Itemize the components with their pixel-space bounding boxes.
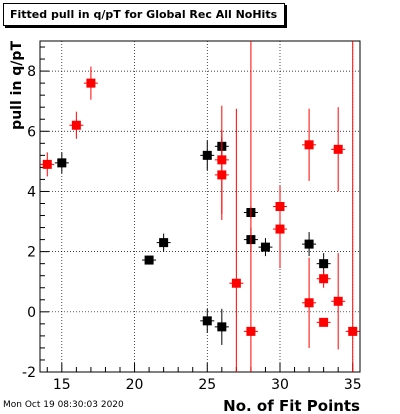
red-data-point bbox=[275, 224, 285, 234]
red-data-point bbox=[231, 278, 241, 288]
black-data-point bbox=[159, 238, 169, 248]
y-tick-label: 4 bbox=[27, 184, 36, 200]
chart-title: Fitted pull in q/pT for Global Rec All N… bbox=[3, 3, 285, 26]
x-tick-label: 30 bbox=[271, 377, 289, 393]
y-axis-label: pull in q/pT bbox=[9, 41, 25, 130]
black-data-point bbox=[260, 242, 270, 252]
black-data-point bbox=[57, 158, 67, 168]
black-data-point bbox=[202, 316, 212, 326]
red-data-point bbox=[217, 170, 227, 180]
red-data-point bbox=[319, 317, 329, 327]
y-tick-label: 0 bbox=[27, 305, 36, 321]
black-data-point bbox=[304, 239, 314, 249]
timestamp: Mon Oct 19 08:30:03 2020 bbox=[3, 400, 124, 410]
black-data-point bbox=[319, 259, 329, 269]
red-data-point bbox=[333, 144, 343, 154]
y-tick-label: 8 bbox=[27, 64, 36, 80]
red-data-point bbox=[319, 274, 329, 284]
red-data-point bbox=[333, 296, 343, 306]
x-tick-label: 25 bbox=[198, 377, 216, 393]
x-tick-label: 20 bbox=[126, 377, 144, 393]
y-tick-label: 2 bbox=[27, 245, 36, 261]
x-axis-label: No. of Fit Points bbox=[223, 397, 360, 414]
y-tick-label: -2 bbox=[22, 365, 36, 381]
black-data-point bbox=[202, 150, 212, 160]
plot-frame bbox=[39, 40, 361, 373]
x-tick-label: 15 bbox=[53, 377, 71, 393]
red-data-point bbox=[304, 298, 314, 308]
red-data-point bbox=[348, 326, 358, 336]
red-data-point bbox=[86, 78, 96, 88]
red-data-point bbox=[71, 120, 81, 130]
y-tick-label: 6 bbox=[27, 124, 36, 140]
black-data-point bbox=[144, 255, 154, 265]
red-data-point bbox=[304, 140, 314, 150]
black-data-point bbox=[217, 322, 227, 332]
red-data-point bbox=[42, 159, 52, 169]
red-data-point bbox=[246, 326, 256, 336]
x-tick-label: 35 bbox=[344, 377, 362, 393]
